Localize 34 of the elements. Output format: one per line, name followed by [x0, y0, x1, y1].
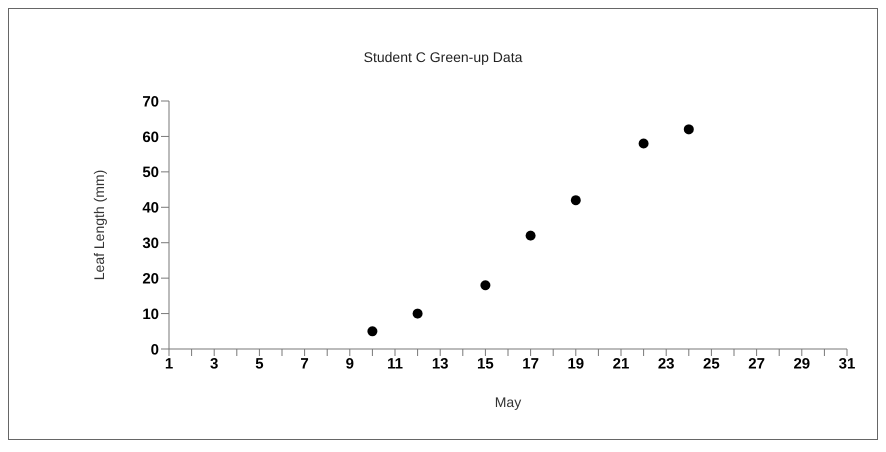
x-tick-label: 11 — [387, 356, 403, 373]
y-tick-label: 10 — [142, 306, 159, 323]
x-tick-label: 23 — [658, 356, 675, 373]
point — [526, 230, 536, 241]
point — [480, 280, 490, 290]
x-tick-label: 1 — [164, 356, 174, 373]
x-tick-label: 5 — [255, 356, 264, 373]
point — [570, 195, 581, 206]
y-tick-label: 20 — [142, 270, 159, 288]
y-tick-label: 70 — [142, 93, 159, 110]
y-tick-label: 60 — [142, 128, 159, 146]
x-tick-label: 25 — [703, 356, 720, 373]
point — [638, 138, 649, 149]
x-tick-label: 27 — [748, 356, 765, 373]
y-tick-label: 50 — [142, 164, 159, 182]
x-tick-label: 29 — [793, 356, 810, 373]
x-tick-label: 3 — [210, 356, 218, 373]
chart-title: Student C Green-up Data — [362, 49, 524, 65]
x-tick-label: 15 — [477, 356, 494, 373]
y-tick-label: 0 — [150, 341, 159, 358]
x-tick-label: 31 — [838, 356, 856, 373]
x-tick-label: 9 — [346, 356, 354, 373]
x-tick-label: 17 — [522, 356, 539, 373]
x-tick-label: 7 — [300, 356, 309, 373]
point — [367, 326, 378, 336]
y-tick-label: 40 — [142, 200, 159, 217]
point — [684, 124, 694, 134]
x-tick-label: 13 — [432, 356, 449, 373]
point — [412, 308, 423, 319]
x-tick-label: 19 — [567, 356, 584, 373]
x-tick-label: 21 — [612, 356, 630, 373]
y-axis-title: Leaf Length (mm) — [90, 170, 107, 280]
y-tick-label: 30 — [142, 235, 159, 252]
x-axis-title: May — [494, 394, 522, 410]
